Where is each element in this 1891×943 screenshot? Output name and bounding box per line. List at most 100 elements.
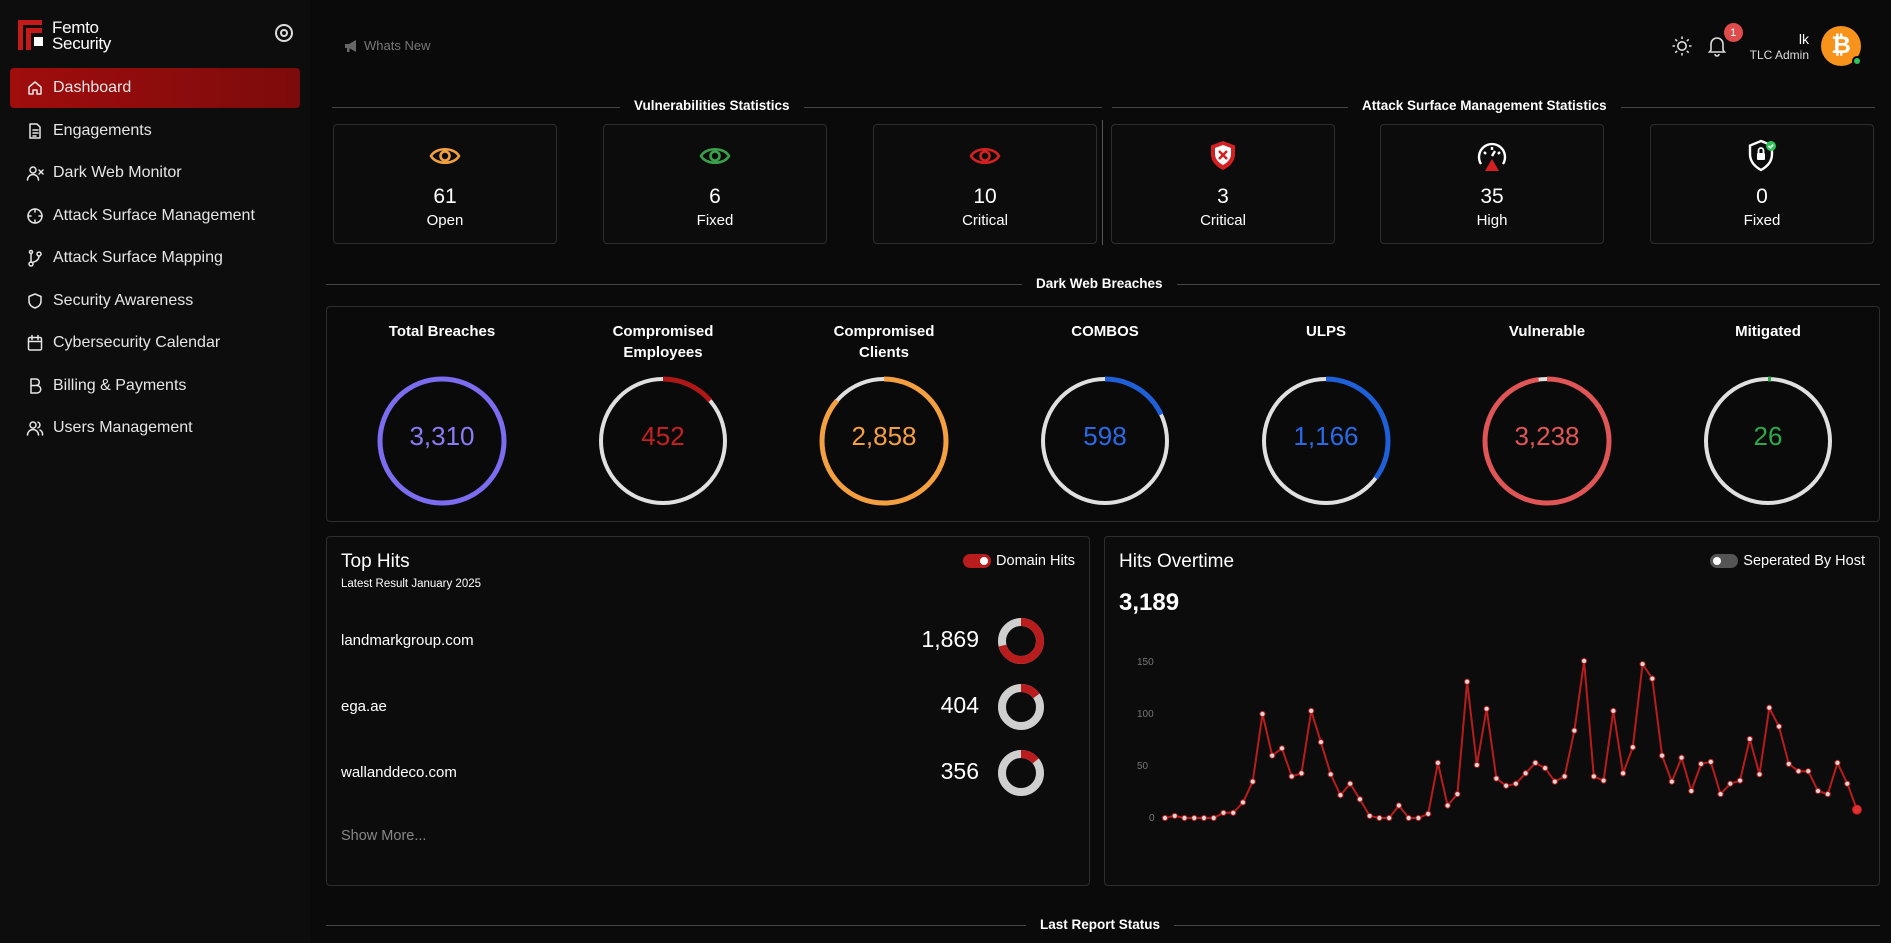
data-point[interactable] <box>1551 778 1558 785</box>
data-point[interactable] <box>1785 760 1792 768</box>
data-point[interactable] <box>1844 780 1851 787</box>
breach-stat-ulps[interactable]: ULPS 1,166 <box>1236 307 1416 523</box>
top-hit-row[interactable]: landmarkgroup.com 1,869 <box>341 617 1079 667</box>
data-point[interactable] <box>1405 814 1412 822</box>
femto-security-logo[interactable]: Femto Security <box>18 19 111 52</box>
data-point[interactable] <box>1181 814 1188 822</box>
breach-stat-mitigated[interactable]: Mitigated 26 <box>1678 307 1858 523</box>
data-point[interactable] <box>1805 768 1812 775</box>
whats-new-button[interactable]: Whats New <box>344 38 430 53</box>
data-point[interactable] <box>1571 727 1578 734</box>
data-point[interactable] <box>1337 792 1344 799</box>
data-point[interactable] <box>1512 780 1519 787</box>
data-point[interactable] <box>1317 738 1325 746</box>
data-point[interactable] <box>1376 814 1383 822</box>
theme-toggle-sun-icon[interactable] <box>1670 34 1694 58</box>
data-point[interactable] <box>1532 759 1539 766</box>
data-point[interactable] <box>1395 802 1403 809</box>
data-point[interactable] <box>1278 745 1286 752</box>
data-point[interactable] <box>1580 657 1588 665</box>
sidebar-item-attack-surface-mapping[interactable]: Attack Surface Mapping <box>10 238 300 278</box>
vuln-stats-card-open[interactable]: 61 Open <box>333 124 557 244</box>
data-point[interactable] <box>1688 787 1695 795</box>
data-point[interactable] <box>1795 768 1802 775</box>
data-point[interactable] <box>1386 814 1393 822</box>
data-point[interactable] <box>1415 814 1422 822</box>
data-point[interactable] <box>1259 710 1266 718</box>
breach-stat-combos[interactable]: COMBOS 598 <box>1015 307 1195 523</box>
data-point[interactable] <box>1639 660 1646 668</box>
data-point[interactable] <box>1171 812 1178 820</box>
data-point[interactable] <box>1590 773 1597 780</box>
asm-stats-card-fixed[interactable]: 0 Fixed <box>1650 124 1874 244</box>
data-point[interactable] <box>1356 796 1364 803</box>
data-point[interactable] <box>1200 814 1208 822</box>
data-point[interactable] <box>1852 804 1862 815</box>
data-point[interactable] <box>1561 773 1568 780</box>
notifications-bell-icon[interactable]: 1 <box>1705 23 1743 58</box>
separated-by-host-switch[interactable] <box>1710 554 1739 568</box>
data-point[interactable] <box>1288 773 1295 780</box>
asm-stats-card-high[interactable]: 35 High <box>1380 124 1604 244</box>
data-point[interactable] <box>1230 809 1237 816</box>
data-point[interactable] <box>1269 752 1276 759</box>
data-point[interactable] <box>1308 707 1315 714</box>
avatar[interactable]: ₿ <box>1821 26 1862 66</box>
domain-hits-switch[interactable] <box>963 554 992 568</box>
show-more-link[interactable]: Show More... <box>341 828 427 844</box>
data-point[interactable] <box>1707 758 1714 765</box>
asm-stats-card-critical[interactable]: 3 Critical <box>1111 124 1335 244</box>
data-point[interactable] <box>1727 780 1734 787</box>
data-point[interactable] <box>1814 787 1822 795</box>
sidebar-item-attack-surface-management[interactable]: Attack Surface Management <box>10 196 300 236</box>
data-point[interactable] <box>1834 759 1841 766</box>
data-point[interactable] <box>1454 790 1461 798</box>
data-point[interactable] <box>1668 778 1675 785</box>
data-point[interactable] <box>1161 814 1169 822</box>
data-point[interactable] <box>1493 775 1500 782</box>
sidebar-item-billing-payments[interactable]: Billing & Payments <box>10 366 300 406</box>
data-point[interactable] <box>1775 723 1783 730</box>
data-point[interactable] <box>1649 675 1656 682</box>
top-hit-row[interactable]: wallanddeco.com 356 <box>341 749 1079 799</box>
data-point[interactable] <box>1522 770 1529 777</box>
data-point[interactable] <box>1610 707 1617 714</box>
data-point[interactable] <box>1191 814 1198 822</box>
data-point[interactable] <box>1327 771 1334 778</box>
data-point[interactable] <box>1542 764 1549 772</box>
data-point[interactable] <box>1717 790 1724 798</box>
breach-stat-compromised-employees[interactable]: Compromised Employees 452 <box>573 307 753 523</box>
vuln-stats-card-fixed[interactable]: 6 Fixed <box>603 124 827 244</box>
data-point[interactable] <box>1736 777 1744 784</box>
data-point[interactable] <box>1425 810 1432 817</box>
vuln-stats-card-critical[interactable]: 10 Critical <box>873 124 1097 244</box>
data-point[interactable] <box>1239 799 1247 806</box>
data-point[interactable] <box>1658 752 1666 759</box>
sidebar-item-engagements[interactable]: Engagements <box>10 111 300 151</box>
user-info[interactable]: lk TLC Admin <box>1750 31 1809 62</box>
separated-by-host-toggle[interactable]: Seperated By Host <box>1710 553 1865 569</box>
sidebar-item-security-awareness[interactable]: Security Awareness <box>10 281 300 321</box>
data-point[interactable] <box>1756 771 1763 778</box>
breach-stat-compromised-clients[interactable]: Compromised Clients 2,858 <box>794 307 974 523</box>
data-point[interactable] <box>1210 814 1217 822</box>
sidebar-item-dashboard[interactable]: Dashboard <box>10 68 300 108</box>
data-point[interactable] <box>1678 754 1685 761</box>
data-point[interactable] <box>1366 812 1373 820</box>
sidebar-item-users-management[interactable]: Users Management <box>10 408 300 448</box>
data-point[interactable] <box>1697 760 1705 768</box>
data-point[interactable] <box>1473 761 1480 769</box>
data-point[interactable] <box>1746 735 1753 743</box>
data-point[interactable] <box>1503 782 1510 789</box>
data-point[interactable] <box>1347 780 1354 787</box>
breach-stat-total-breaches[interactable]: Total Breaches 3,310 <box>352 307 532 523</box>
data-point[interactable] <box>1824 790 1831 798</box>
data-point[interactable] <box>1766 704 1773 711</box>
data-point[interactable] <box>1619 770 1627 777</box>
data-point[interactable] <box>1298 770 1305 777</box>
data-point[interactable] <box>1600 777 1607 784</box>
sidebar-item-cybersecurity-calendar[interactable]: Cybersecurity Calendar <box>10 323 300 363</box>
breach-stat-vulnerable[interactable]: Vulnerable 3,238 <box>1457 307 1637 523</box>
data-point[interactable] <box>1249 778 1256 785</box>
data-point[interactable] <box>1483 705 1490 712</box>
